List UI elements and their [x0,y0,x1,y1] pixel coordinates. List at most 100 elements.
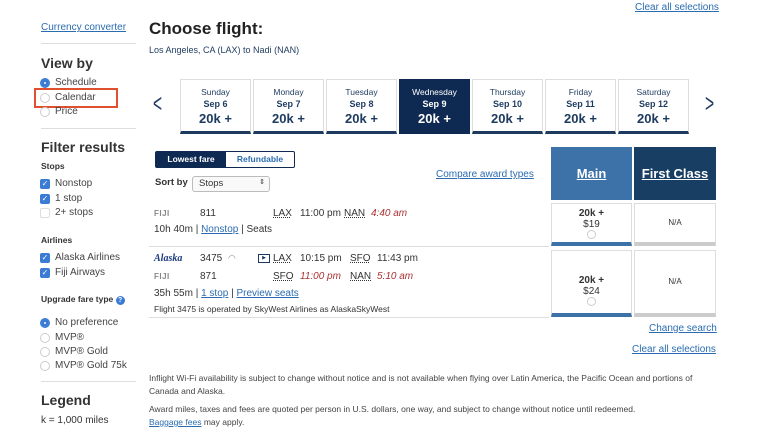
label: Alaska Airlines [55,252,121,263]
fare-first-flight-2: N/A [634,250,716,317]
flight-number: 3475 [200,253,223,264]
view-by-calendar[interactable]: Calendar [40,92,96,103]
prev-day-arrow[interactable]: < [153,88,163,118]
filter-heading: Filter results [41,139,126,155]
departure-time: 11:00 pm [300,271,341,282]
view-by-price[interactable]: Price [40,106,78,117]
stops-link[interactable]: 1 stop [201,288,229,299]
duration: 35h 55m [154,288,193,299]
airline-alaska[interactable]: ✓ Alaska Airlines [40,252,120,263]
flight-summary: 35h 55m | 1 stop | Preview seats [154,288,299,299]
label: Calendar [55,92,96,103]
label: MVP® Gold 75k [55,360,127,371]
next-day-arrow[interactable]: > [705,88,715,118]
airlines-heading: Airlines [41,235,73,245]
radio[interactable] [40,317,50,328]
destination: SFO [350,253,371,264]
radio[interactable] [40,77,50,88]
day-tab-monday[interactable]: Monday Sep 7 20k + [253,79,324,134]
origin: LAX [273,253,292,264]
day-price: 20k + [637,111,670,126]
stop-2plus[interactable]: 2+ stops [40,207,93,218]
destination: NAN [344,208,366,219]
day-name: Thursday [489,87,526,97]
day-tab-saturday[interactable]: Saturday Sep 12 20k + [618,79,689,134]
day-name: Friday [568,87,593,97]
day-tab-friday[interactable]: Friday Sep 11 20k + [545,79,616,134]
stop-nonstop[interactable]: ✓ Nonstop [40,178,92,189]
fare-radio[interactable] [587,230,596,239]
fare-main-flight-1[interactable]: 20k + $19 [551,203,632,246]
checkbox[interactable]: ✓ [40,178,50,189]
day-name: Sunday [201,87,230,97]
day-tab-thursday[interactable]: Thursday Sep 10 20k + [472,79,543,134]
day-price: 20k + [272,111,305,126]
checkbox[interactable]: ✓ [40,193,50,204]
fare-main-flight-2[interactable]: 20k + $24 [551,250,632,317]
day-price: 20k + [345,111,378,126]
stops-link[interactable]: Nonstop [201,224,239,235]
radio[interactable] [40,106,50,117]
day-price: 20k + [491,111,524,126]
day-name: Monday [273,87,304,97]
day-tab-sunday[interactable]: Sunday Sep 6 20k + [180,79,251,134]
preview-seats-link[interactable]: Preview seats [236,288,299,299]
upgrade-mvp[interactable]: MVP® [40,332,84,343]
legend-text: k = 1,000 miles [41,415,109,426]
day-name: Wednesday [412,87,457,97]
clear-all-selections-link[interactable]: Clear all selections [632,344,716,355]
route: Los Angeles, CA (LAX) to Nadi (NAN) [149,45,300,55]
fare-first-flight-1: N/A [634,203,716,246]
currency-converter-link[interactable]: Currency converter [41,22,127,33]
award-text: Award miles, taxes and fees are quoted p… [149,404,636,414]
cabin-first-header[interactable]: First Class [634,147,716,200]
lowest-fare-tab[interactable]: Lowest fare [156,152,226,167]
arrival-time: 11:43 pm [377,253,418,264]
highlight-box [34,88,118,108]
arrival-time: 5:10 am [377,271,414,282]
miles: 20k + [578,208,605,219]
destination: NAN [350,271,372,282]
baggage-fees-link[interactable]: Baggage fees [149,417,202,427]
radio[interactable] [40,332,50,343]
change-search-link[interactable]: Change search [649,323,717,334]
day-tab-wednesday[interactable]: Wednesday Sep 9 20k + [399,79,470,134]
baggage-text: may apply. [201,417,245,427]
radio[interactable] [40,346,50,357]
cabin-main-header[interactable]: Main [551,147,632,200]
page-title: Choose flight: [149,19,264,38]
radio[interactable] [40,92,50,103]
clear-all-top-link[interactable]: Clear all selections [635,2,719,13]
airline-fiji[interactable]: ✓ Fiji Airways [40,267,105,278]
view-by-heading: View by [41,55,93,71]
day-date: Sep 9 [422,99,447,109]
compare-award-types-link[interactable]: Compare award types [436,169,534,180]
upgrade-none[interactable]: No preference [40,317,118,328]
day-price: 20k + [564,111,597,126]
fiji-logo: FIJI [154,209,170,218]
fee: $19 [583,219,600,230]
label: 2+ stops [55,207,94,218]
view-by-schedule[interactable]: Schedule [40,77,97,88]
upgrade-mvp-gold[interactable]: MVP® Gold [40,346,108,357]
stops-heading: Stops [41,161,65,171]
sort-value: Stops [199,178,224,189]
upgrade-mvp-gold-75k[interactable]: MVP® Gold 75k [40,360,127,371]
checkbox[interactable] [40,207,50,218]
miles: 20k + [578,275,605,286]
day-tab-tuesday[interactable]: Tuesday Sep 8 20k + [326,79,397,134]
radio[interactable] [40,360,50,371]
day-name: Tuesday [345,87,378,97]
flight-summary: 10h 40m | Nonstop | Seats [154,224,273,235]
refundable-tab[interactable]: Refundable [236,154,284,164]
stop-1[interactable]: ✓ 1 stop [40,193,82,204]
fiji-logo: FIJI [154,272,170,281]
fare-radio[interactable] [587,297,596,306]
checkbox[interactable]: ✓ [40,267,50,278]
flight-number: 811 [200,208,216,219]
sort-select[interactable]: Stops ⇕ [192,176,270,192]
alaska-logo: Alaska [154,253,183,264]
help-icon[interactable]: ? [115,296,125,305]
label: No preference [55,317,119,328]
checkbox[interactable]: ✓ [40,252,50,263]
